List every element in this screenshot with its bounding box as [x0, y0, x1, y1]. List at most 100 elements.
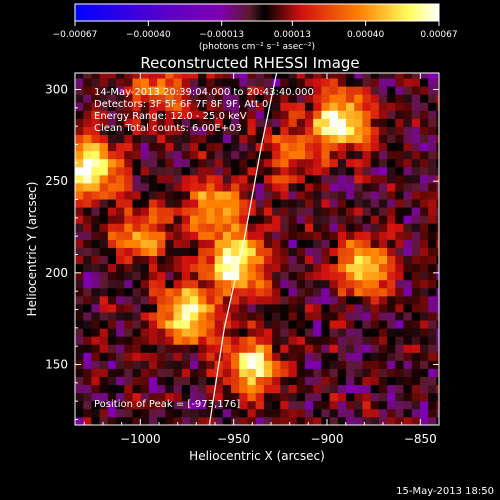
- heatmap-cell: [239, 295, 248, 305]
- heatmap-cell: [214, 304, 224, 313]
- heatmap-cell: [107, 239, 117, 248]
- heatmap-cell: [346, 279, 355, 289]
- heatmap-cell: [99, 344, 109, 353]
- heatmap-cell: [395, 223, 404, 232]
- heatmap-cell: [263, 312, 273, 321]
- heatmap-cell: [165, 255, 174, 265]
- heatmap-cell: [304, 360, 314, 369]
- heatmap-cell: [387, 279, 396, 289]
- heatmap-cell: [173, 239, 183, 248]
- heatmap-cell: [370, 102, 380, 111]
- heatmap-cell: [387, 110, 396, 119]
- heatmap-cell: [436, 400, 439, 410]
- heatmap-cell: [222, 352, 232, 361]
- heatmap-cell: [354, 118, 363, 127]
- heatmap-cell: [403, 207, 413, 216]
- heatmap-cell: [378, 191, 388, 200]
- heatmap-cell: [411, 207, 421, 216]
- heatmap-cell: [419, 102, 429, 111]
- heatmap-cell: [222, 174, 232, 184]
- heatmap-cell: [231, 400, 240, 410]
- heatmap-cell: [272, 400, 281, 410]
- heatmap-cell: [387, 134, 396, 144]
- heatmap-cell: [370, 78, 380, 87]
- heatmap-cell: [124, 207, 133, 216]
- heatmap-cell: [346, 312, 355, 321]
- heatmap-cell: [419, 73, 429, 79]
- heatmap-cell: [362, 166, 372, 176]
- heatmap-cell: [296, 73, 306, 79]
- heatmap-cell: [370, 384, 380, 394]
- colorbar-tick-label: 0.00013: [274, 30, 311, 40]
- heatmap-cell: [231, 73, 240, 79]
- heatmap-cell: [280, 183, 289, 192]
- heatmap-cell: [181, 368, 191, 377]
- heatmap-cell: [329, 328, 339, 337]
- heatmap-cell: [346, 344, 355, 353]
- heatmap-cell: [263, 142, 273, 152]
- heatmap-cell: [124, 360, 133, 369]
- heatmap-cell: [198, 271, 207, 281]
- heatmap-cell: [99, 158, 109, 168]
- heatmap-cell: [370, 110, 380, 119]
- heatmap-cell: [181, 287, 191, 297]
- heatmap-cell: [99, 166, 109, 176]
- heatmap-cell: [165, 73, 174, 79]
- heatmap-cell: [304, 416, 314, 425]
- heatmap-cell: [280, 142, 289, 152]
- heatmap-cell: [148, 247, 158, 256]
- heatmap-cell: [247, 408, 257, 418]
- heatmap-cell: [362, 231, 372, 240]
- heatmap-cell: [165, 78, 174, 87]
- heatmap-cell: [296, 384, 306, 394]
- heatmap-cell: [91, 239, 101, 248]
- heatmap-cell: [428, 376, 437, 386]
- heatmap-cell: [263, 174, 273, 184]
- heatmap-cell: [206, 183, 216, 192]
- heatmap-cell: [75, 263, 84, 273]
- heatmap-cell: [395, 336, 404, 345]
- heatmap-cell: [116, 336, 125, 345]
- heatmap-cell: [83, 328, 92, 337]
- heatmap-cell: [239, 223, 248, 232]
- heatmap-cell: [206, 142, 216, 152]
- heatmap-cell: [419, 255, 429, 265]
- heatmap-cell: [222, 360, 232, 369]
- heatmap-cell: [436, 191, 439, 200]
- heatmap-cell: [75, 183, 84, 192]
- heatmap-cell: [206, 199, 216, 208]
- heatmap-cell: [165, 223, 174, 232]
- heatmap-cell: [173, 126, 183, 135]
- heatmap-cell: [428, 223, 437, 232]
- heatmap-cell: [231, 134, 240, 144]
- heatmap-cell: [189, 126, 199, 135]
- heatmap-cell: [428, 166, 437, 176]
- heatmap-cell: [165, 408, 174, 418]
- heatmap-cell: [436, 408, 439, 418]
- heatmap-cell: [132, 344, 142, 353]
- heatmap-cell: [296, 207, 306, 216]
- heatmap-cell: [247, 328, 257, 337]
- heatmap-cell: [124, 295, 133, 305]
- heatmap-cell: [247, 134, 257, 144]
- heatmap-cell: [321, 336, 331, 345]
- heatmap-cell: [395, 328, 404, 337]
- heatmap-cell: [370, 263, 380, 273]
- heatmap-cell: [370, 191, 380, 200]
- heatmap-cell: [346, 328, 355, 337]
- heatmap-cell: [75, 336, 84, 345]
- heatmap-cell: [181, 110, 191, 119]
- heatmap-cell: [395, 255, 404, 265]
- heatmap-cell: [231, 231, 240, 240]
- heatmap-cell: [75, 199, 84, 208]
- heatmap-cell: [395, 199, 404, 208]
- heatmap-cell: [255, 320, 265, 329]
- heatmap-cell: [99, 183, 109, 192]
- heatmap-cell: [272, 328, 281, 337]
- heatmap-cell: [370, 134, 380, 144]
- heatmap-cell: [263, 392, 273, 402]
- heatmap-cell: [124, 150, 133, 160]
- heatmap-cell: [91, 295, 101, 305]
- heatmap-cell: [181, 336, 191, 345]
- heatmap-cell: [222, 223, 232, 232]
